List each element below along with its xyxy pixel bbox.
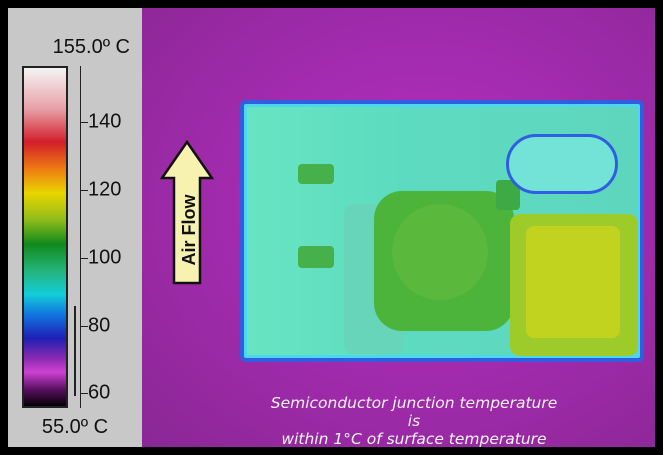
scale-ticks: 140 120 100 80 60 <box>74 66 140 408</box>
circuit-board <box>240 100 644 362</box>
tick-60 <box>80 393 88 394</box>
tick-label-120: 120 <box>88 178 122 201</box>
tick-label-60: 60 <box>88 381 111 404</box>
tick-140 <box>80 122 88 123</box>
inductor-core <box>392 204 488 300</box>
scale-axis-mark <box>74 306 76 396</box>
scale-axis-line <box>80 66 81 408</box>
tick-120 <box>80 190 88 191</box>
arrow-shape <box>160 140 214 285</box>
air-flow-label: Air Flow <box>179 194 199 266</box>
tick-100 <box>80 258 88 259</box>
temperature-colorbar <box>22 66 68 408</box>
scale-min-label: 55.0º C <box>41 416 109 438</box>
tick-80 <box>80 326 88 327</box>
air-flow-arrow-icon: Air Flow <box>160 140 214 285</box>
thermal-image: Semiconductor junction temperature is wi… <box>142 8 655 447</box>
board-hotspot <box>298 164 334 184</box>
semiconductor-hotspot <box>526 226 620 338</box>
temperature-scale-panel: 155.0º C 140 120 100 80 60 55.0º C <box>8 8 142 447</box>
board-hotspot <box>298 246 334 268</box>
capacitor-region <box>506 134 618 194</box>
tick-label-80: 80 <box>88 314 111 337</box>
caption-line-2: within 1°C of surface temperature <box>281 430 547 447</box>
caption-line-1: Semiconductor junction temperature is <box>270 394 558 430</box>
tick-label-100: 100 <box>88 246 122 269</box>
scale-max-label: 155.0º C <box>52 36 130 58</box>
caption: Semiconductor junction temperature is wi… <box>268 394 560 447</box>
tick-label-140: 140 <box>88 110 122 133</box>
